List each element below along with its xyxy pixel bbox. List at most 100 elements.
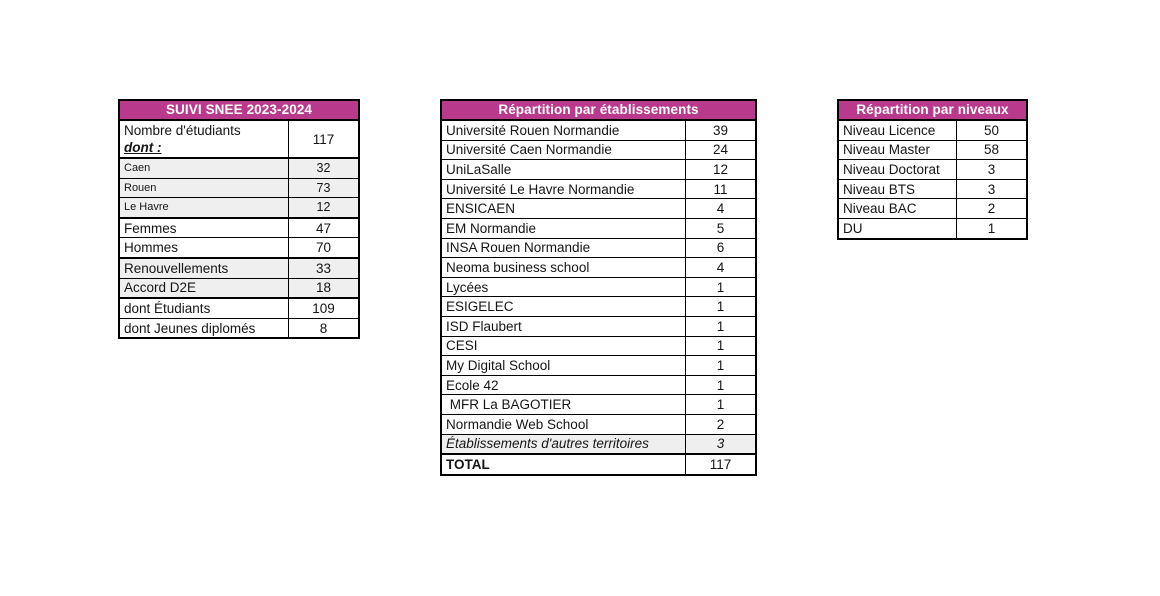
row-value-cell: 3 [716, 436, 725, 452]
row-label-cell: DU [839, 218, 957, 238]
row-label-cell: TOTAL [442, 455, 686, 474]
niveaux-table: Répartition par niveaux Niveau Licence 50… [837, 99, 1028, 240]
row-label-cell: Université Le Havre Normandie [442, 179, 686, 199]
etablissements-table: Répartition par établissements Universit… [440, 99, 757, 476]
table-row: Université Caen Normandie 24 [442, 140, 755, 161]
row-label-cell: dont Étudiants [120, 299, 289, 318]
suivi-table-body: Nombre d'étudiants dont : 117 Caen 32 Rouen 73… [120, 121, 358, 338]
table-row: Rouen 73 [120, 178, 358, 199]
table-row: Renouvellements 33 [120, 258, 358, 279]
row-label-cell: ISD Flaubert [442, 316, 686, 336]
table-row: dont Étudiants 109 [120, 299, 358, 319]
row-label-cell: Rouen [120, 178, 289, 198]
suivi-table-header: SUIVI SNEE 2023-2024 [120, 101, 358, 121]
row-label-cell: Normandie Web School [442, 414, 686, 434]
table-row: ENSICAEN 4 [442, 199, 755, 219]
row-label-cell: UniLaSalle [442, 160, 686, 179]
row-value-cell: 47 [315, 220, 332, 236]
row-label-cell: ENSICAEN [442, 199, 686, 218]
table-row: INSA Rouen Normandie 6 [442, 238, 755, 259]
row-label-cell: My Digital School [442, 356, 686, 375]
row-label-cell: INSA Rouen Normandie [442, 238, 686, 258]
row-label-cell: Caen [120, 159, 289, 178]
row-value-cell: 4 [716, 259, 725, 275]
row-value-cell: 58 [983, 142, 1000, 158]
row-label-cell: Neoma business school [442, 258, 686, 277]
row-label-cell: Niveau BTS [839, 179, 957, 199]
table-row: Lycées 1 [442, 277, 755, 298]
row-label-cell: Université Rouen Normandie [442, 121, 686, 140]
table-row: DU 1 [839, 218, 1026, 238]
row-value-cell: 73 [316, 180, 331, 195]
table-row: ESIGELEC 1 [442, 297, 755, 317]
niveaux-table-body: Niveau Licence 50 Niveau Master 58 Niveau Do… [839, 121, 1026, 238]
table-row: Accord D2E 18 [120, 278, 358, 300]
row-label-cell: Renouvellements [120, 258, 289, 278]
row-value-cell: 2 [716, 416, 725, 432]
row-value-cell: 4 [716, 201, 725, 217]
table-row: Femmes 47 [120, 218, 358, 239]
table-row: CESI 1 [442, 336, 755, 357]
row-label-cell: Nombre d'étudiants dont : [120, 121, 289, 157]
table-row: Niveau BAC 2 [839, 199, 1026, 219]
row-value-cell: 1 [987, 220, 996, 236]
table-row: ISD Flaubert 1 [442, 316, 755, 337]
table-row: Niveau Doctorat 3 [839, 160, 1026, 180]
row-value-cell: 2 [987, 201, 996, 217]
table-row: UniLaSalle 12 [442, 160, 755, 180]
row-value-cell: 33 [315, 260, 332, 276]
row-value-cell: 12 [316, 200, 331, 215]
row-value-cell: 1 [716, 377, 725, 393]
row-label-cell: ESIGELEC [442, 297, 686, 316]
row-label-cell: Accord D2E [120, 278, 289, 298]
row-value-cell: 3 [987, 181, 996, 197]
table-row: TOTAL 117 [442, 455, 755, 474]
table-row: Université Le Havre Normandie 11 [442, 179, 755, 200]
table-row: Université Rouen Normandie 39 [442, 121, 755, 141]
row-value-cell: 70 [315, 240, 332, 256]
table-row: My Digital School 1 [442, 356, 755, 376]
table-row: Niveau Master 58 [839, 140, 1026, 161]
row-label: Nombre d'étudiants [124, 123, 241, 138]
row-value-cell: 1 [716, 299, 725, 315]
row-label-cell: EM Normandie [442, 218, 686, 238]
row-value-cell: 3 [987, 161, 996, 177]
row-value-cell: 39 [712, 122, 729, 138]
row-label-cell: Ecole 42 [442, 375, 686, 395]
row-value-cell: 6 [716, 240, 725, 256]
row-value-cell: 5 [716, 220, 725, 236]
row-value-cell: 117 [709, 456, 732, 472]
row-label-cell: Établissements d'autres territoires [442, 434, 686, 454]
row-value-cell: 1 [716, 397, 725, 413]
row-value-cell: 11 [713, 181, 728, 197]
row-value-cell: 18 [315, 280, 332, 296]
table-row: Niveau BTS 3 [839, 179, 1026, 200]
table-row: EM Normandie 5 [442, 218, 755, 239]
row-label-cell: Femmes [120, 218, 289, 238]
row-label-cell: MFR La BAGOTIER [442, 395, 686, 414]
row-sublabel: dont : [124, 140, 162, 155]
row-value-cell: 109 [312, 300, 335, 316]
row-label-cell: dont Jeunes diplomés [120, 318, 289, 338]
row-value-cell: 32 [316, 161, 331, 176]
table-row: Ecole 42 1 [442, 375, 755, 396]
table-row: dont Jeunes diplomés 8 [120, 318, 358, 338]
table-row: Nombre d'étudiants dont : 117 [120, 121, 358, 159]
table-row: Établissements d'autres territoires 3 [442, 434, 755, 456]
table-row: Niveau Licence 50 [839, 121, 1026, 141]
table-row: Hommes 70 [120, 238, 358, 259]
row-value-cell: 12 [712, 161, 729, 177]
row-label-cell: Le Havre [120, 198, 289, 217]
row-label-cell: Lycées [442, 277, 686, 297]
suivi-snee-table: SUIVI SNEE 2023-2024 Nombre d'étudiants d… [118, 99, 360, 340]
etablissements-table-header: Répartition par établissements [442, 101, 755, 121]
row-value-cell: 1 [716, 338, 725, 354]
row-value-cell: 24 [712, 142, 729, 158]
row-value-cell: 117 [312, 131, 335, 147]
row-label-cell: Hommes [120, 238, 289, 257]
row-value-cell: 1 [716, 357, 725, 373]
etablissements-table-body: Université Rouen Normandie 39 Université C… [442, 121, 755, 474]
row-label-cell: Niveau Licence [839, 121, 957, 140]
table-row: Normandie Web School 2 [442, 414, 755, 435]
